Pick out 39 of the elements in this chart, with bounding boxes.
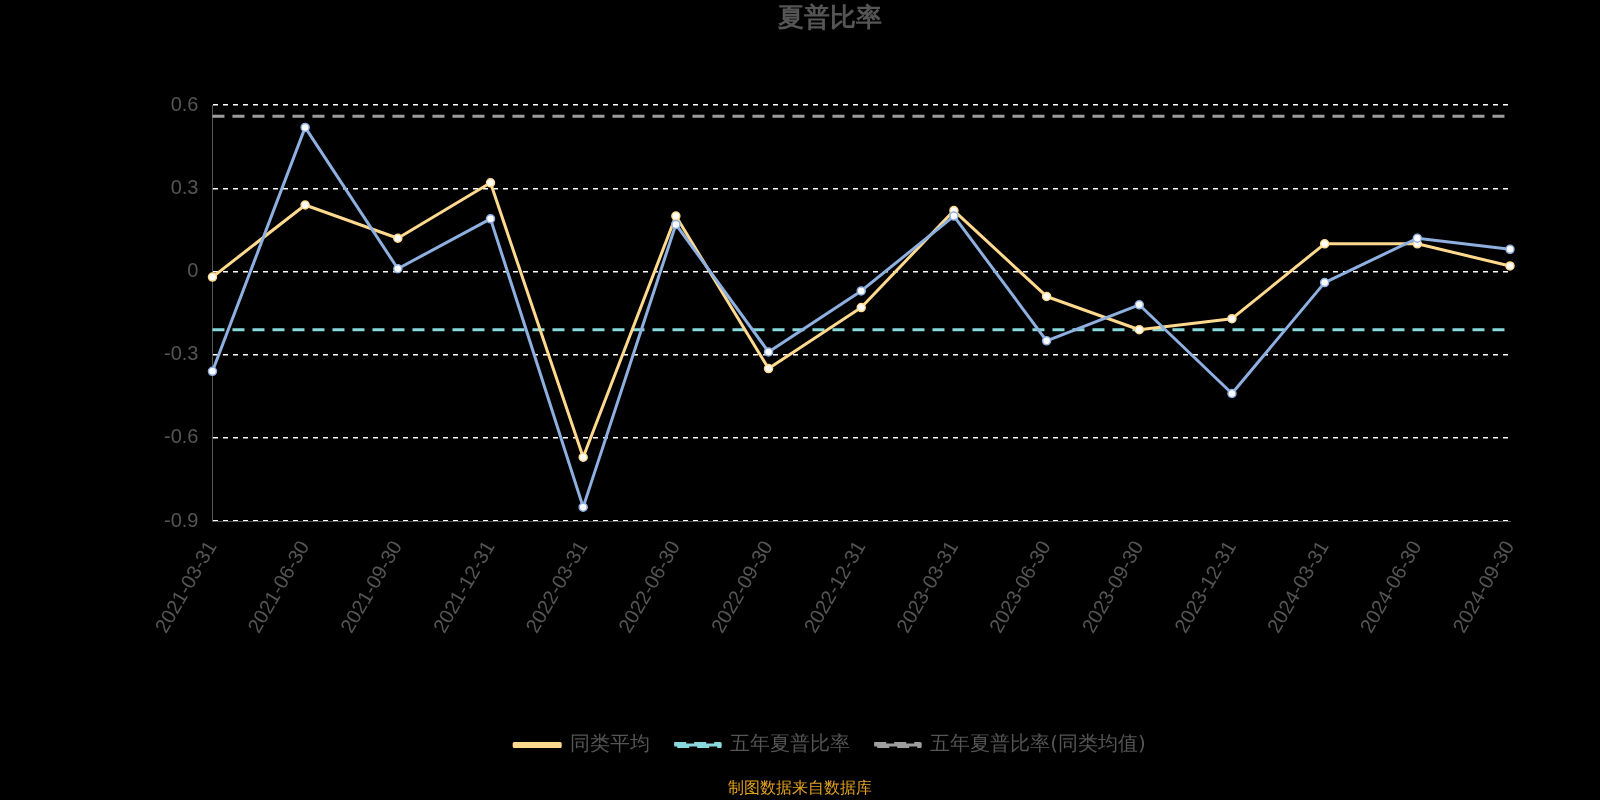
y-tick-label: 0.3 <box>170 175 199 198</box>
point <box>578 452 588 462</box>
point <box>671 211 681 221</box>
point <box>207 366 218 377</box>
point <box>1319 277 1330 288</box>
point <box>949 211 959 221</box>
point <box>1319 239 1330 249</box>
chart-title: 夏普比率 <box>777 2 882 33</box>
point <box>485 214 496 224</box>
legend-label: 五年夏普比率 <box>730 731 851 756</box>
point <box>671 219 681 230</box>
point <box>1505 261 1515 271</box>
y-tick-label: -0.3 <box>163 342 199 365</box>
point <box>856 302 866 313</box>
legend-label: 五年夏普比率(同类均值) <box>930 731 1146 756</box>
point <box>393 264 403 274</box>
point <box>763 363 774 374</box>
y-tick-label: 0.6 <box>170 92 199 115</box>
point <box>1041 291 1052 302</box>
point <box>1041 336 1052 346</box>
point <box>1134 300 1145 310</box>
point <box>1227 313 1237 324</box>
text: 制图数据来自数据库 <box>727 778 873 799</box>
legend-label: 同类平均 <box>570 731 651 756</box>
point <box>393 233 403 244</box>
y-tick-label: -0.9 <box>163 508 199 531</box>
point <box>207 272 218 282</box>
point <box>856 286 866 296</box>
point <box>300 122 310 133</box>
point <box>485 178 496 188</box>
point <box>1505 244 1515 255</box>
y-tick-label: 0 <box>187 259 199 282</box>
point <box>1412 233 1423 244</box>
y-tick-label: -0.6 <box>163 425 199 448</box>
point <box>763 347 774 357</box>
point <box>300 200 310 210</box>
point <box>1134 324 1145 335</box>
point <box>578 502 588 512</box>
point <box>1227 388 1237 399</box>
